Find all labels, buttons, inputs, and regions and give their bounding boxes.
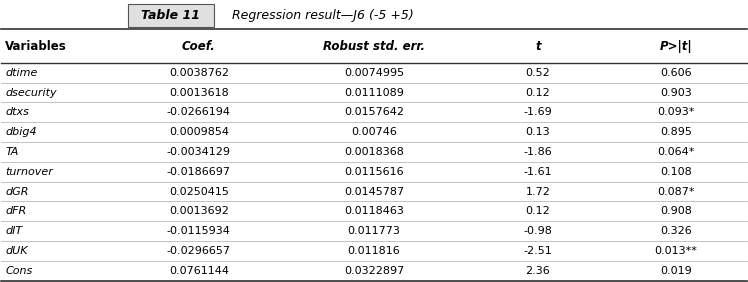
Text: Cons: Cons bbox=[5, 266, 32, 276]
Text: Robust std. err.: Robust std. err. bbox=[323, 39, 425, 52]
Text: 0.895: 0.895 bbox=[660, 127, 692, 137]
Text: 0.0018368: 0.0018368 bbox=[344, 147, 404, 157]
Text: dtxs: dtxs bbox=[5, 107, 29, 117]
Text: 0.0111089: 0.0111089 bbox=[344, 87, 404, 98]
Text: Table 11: Table 11 bbox=[141, 9, 200, 22]
Text: 0.087*: 0.087* bbox=[657, 186, 695, 197]
Text: 1.72: 1.72 bbox=[526, 186, 551, 197]
Text: dsecurity: dsecurity bbox=[5, 87, 57, 98]
Text: 2.36: 2.36 bbox=[526, 266, 551, 276]
Text: -1.61: -1.61 bbox=[524, 167, 552, 177]
Text: 0.13: 0.13 bbox=[526, 127, 551, 137]
Text: -0.0266194: -0.0266194 bbox=[167, 107, 231, 117]
Text: 0.0145787: 0.0145787 bbox=[344, 186, 404, 197]
FancyBboxPatch shape bbox=[128, 4, 214, 27]
Text: -0.0115934: -0.0115934 bbox=[167, 226, 231, 236]
Text: -0.0186697: -0.0186697 bbox=[167, 167, 231, 177]
Text: 0.013**: 0.013** bbox=[654, 246, 697, 256]
Text: -1.69: -1.69 bbox=[524, 107, 552, 117]
Text: 0.12: 0.12 bbox=[526, 206, 551, 216]
Text: 0.0009854: 0.0009854 bbox=[169, 127, 229, 137]
Text: 0.0118463: 0.0118463 bbox=[344, 206, 404, 216]
Text: dtime: dtime bbox=[5, 68, 37, 78]
Text: dGR: dGR bbox=[5, 186, 28, 197]
Text: 0.0013618: 0.0013618 bbox=[169, 87, 229, 98]
Text: -1.86: -1.86 bbox=[524, 147, 552, 157]
Text: t: t bbox=[535, 39, 541, 52]
Text: TA: TA bbox=[5, 147, 19, 157]
Text: 0.0038762: 0.0038762 bbox=[169, 68, 229, 78]
Text: 0.0013692: 0.0013692 bbox=[169, 206, 229, 216]
Text: Coef.: Coef. bbox=[182, 39, 215, 52]
Text: 0.606: 0.606 bbox=[660, 68, 692, 78]
Text: 0.52: 0.52 bbox=[526, 68, 551, 78]
Text: 0.326: 0.326 bbox=[660, 226, 692, 236]
Text: turnover: turnover bbox=[5, 167, 53, 177]
Text: 0.0074995: 0.0074995 bbox=[344, 68, 404, 78]
Text: -0.98: -0.98 bbox=[524, 226, 552, 236]
Text: 0.064*: 0.064* bbox=[657, 147, 694, 157]
Text: 0.12: 0.12 bbox=[526, 87, 551, 98]
Text: 0.011816: 0.011816 bbox=[348, 246, 400, 256]
Text: 0.093*: 0.093* bbox=[657, 107, 694, 117]
Text: 0.00746: 0.00746 bbox=[351, 127, 397, 137]
Text: dbig4: dbig4 bbox=[5, 127, 37, 137]
Text: 0.0761144: 0.0761144 bbox=[169, 266, 229, 276]
Text: dFR: dFR bbox=[5, 206, 26, 216]
Text: Regression result—J6 (-5 +5): Regression result—J6 (-5 +5) bbox=[233, 9, 414, 22]
Text: dUK: dUK bbox=[5, 246, 28, 256]
Text: 0.011773: 0.011773 bbox=[348, 226, 400, 236]
Text: 0.0250415: 0.0250415 bbox=[169, 186, 229, 197]
Text: -0.0034129: -0.0034129 bbox=[167, 147, 231, 157]
Text: -2.51: -2.51 bbox=[524, 246, 552, 256]
Text: Variables: Variables bbox=[5, 39, 67, 52]
Text: 0.0157642: 0.0157642 bbox=[344, 107, 404, 117]
Text: 0.019: 0.019 bbox=[660, 266, 692, 276]
Text: -0.0296657: -0.0296657 bbox=[167, 246, 231, 256]
Text: dIT: dIT bbox=[5, 226, 22, 236]
Text: 0.0322897: 0.0322897 bbox=[344, 266, 404, 276]
Text: 0.908: 0.908 bbox=[660, 206, 692, 216]
Text: 0.108: 0.108 bbox=[660, 167, 692, 177]
Text: 0.903: 0.903 bbox=[660, 87, 692, 98]
Text: 0.0115616: 0.0115616 bbox=[344, 167, 404, 177]
Text: P>|t|: P>|t| bbox=[660, 39, 692, 52]
